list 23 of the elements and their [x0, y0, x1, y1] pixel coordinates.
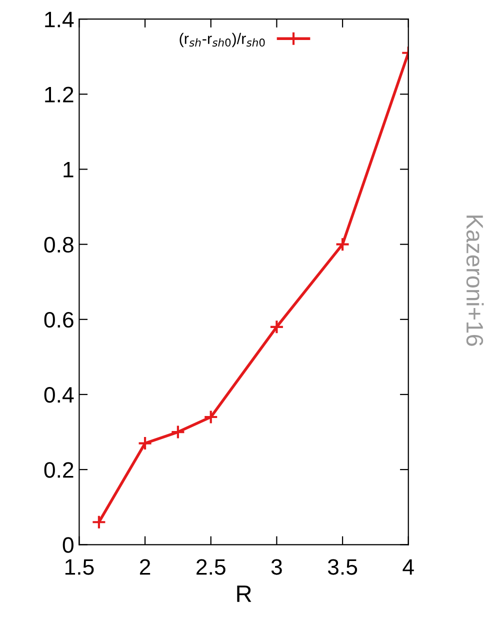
x-tick-label: 2	[140, 559, 150, 575]
y-tick-label: 1.2	[45, 86, 74, 102]
y-tick-label: 0.4	[44, 387, 74, 403]
x-axis-title: R	[237, 586, 252, 602]
y-tick-label: 0.8	[44, 236, 74, 253]
x-tick-label: 4	[402, 559, 414, 575]
y-tick-label: 1	[64, 162, 74, 178]
point	[269, 320, 284, 334]
point	[92, 514, 106, 530]
y-tick-label: 0.6	[44, 312, 74, 328]
text: Kazeroni+16	[466, 216, 484, 346]
point	[335, 237, 350, 252]
y-tick-label: 0.2	[44, 462, 74, 478]
point	[170, 424, 186, 440]
x-tick-label: 1.5	[65, 559, 94, 575]
y-tick-label: 0	[62, 537, 74, 553]
x-tick-label: 2.5	[196, 559, 226, 575]
point	[138, 436, 152, 451]
x-tick-label: 3.5	[328, 559, 358, 575]
legend-label: (r$_{sh}$-r$_{sh0}$)/r$_{sh0}$	[180, 32, 265, 48]
x-tick-label: 3	[271, 559, 282, 575]
point	[204, 410, 218, 424]
y-tick-label: 1.4	[45, 12, 74, 28]
